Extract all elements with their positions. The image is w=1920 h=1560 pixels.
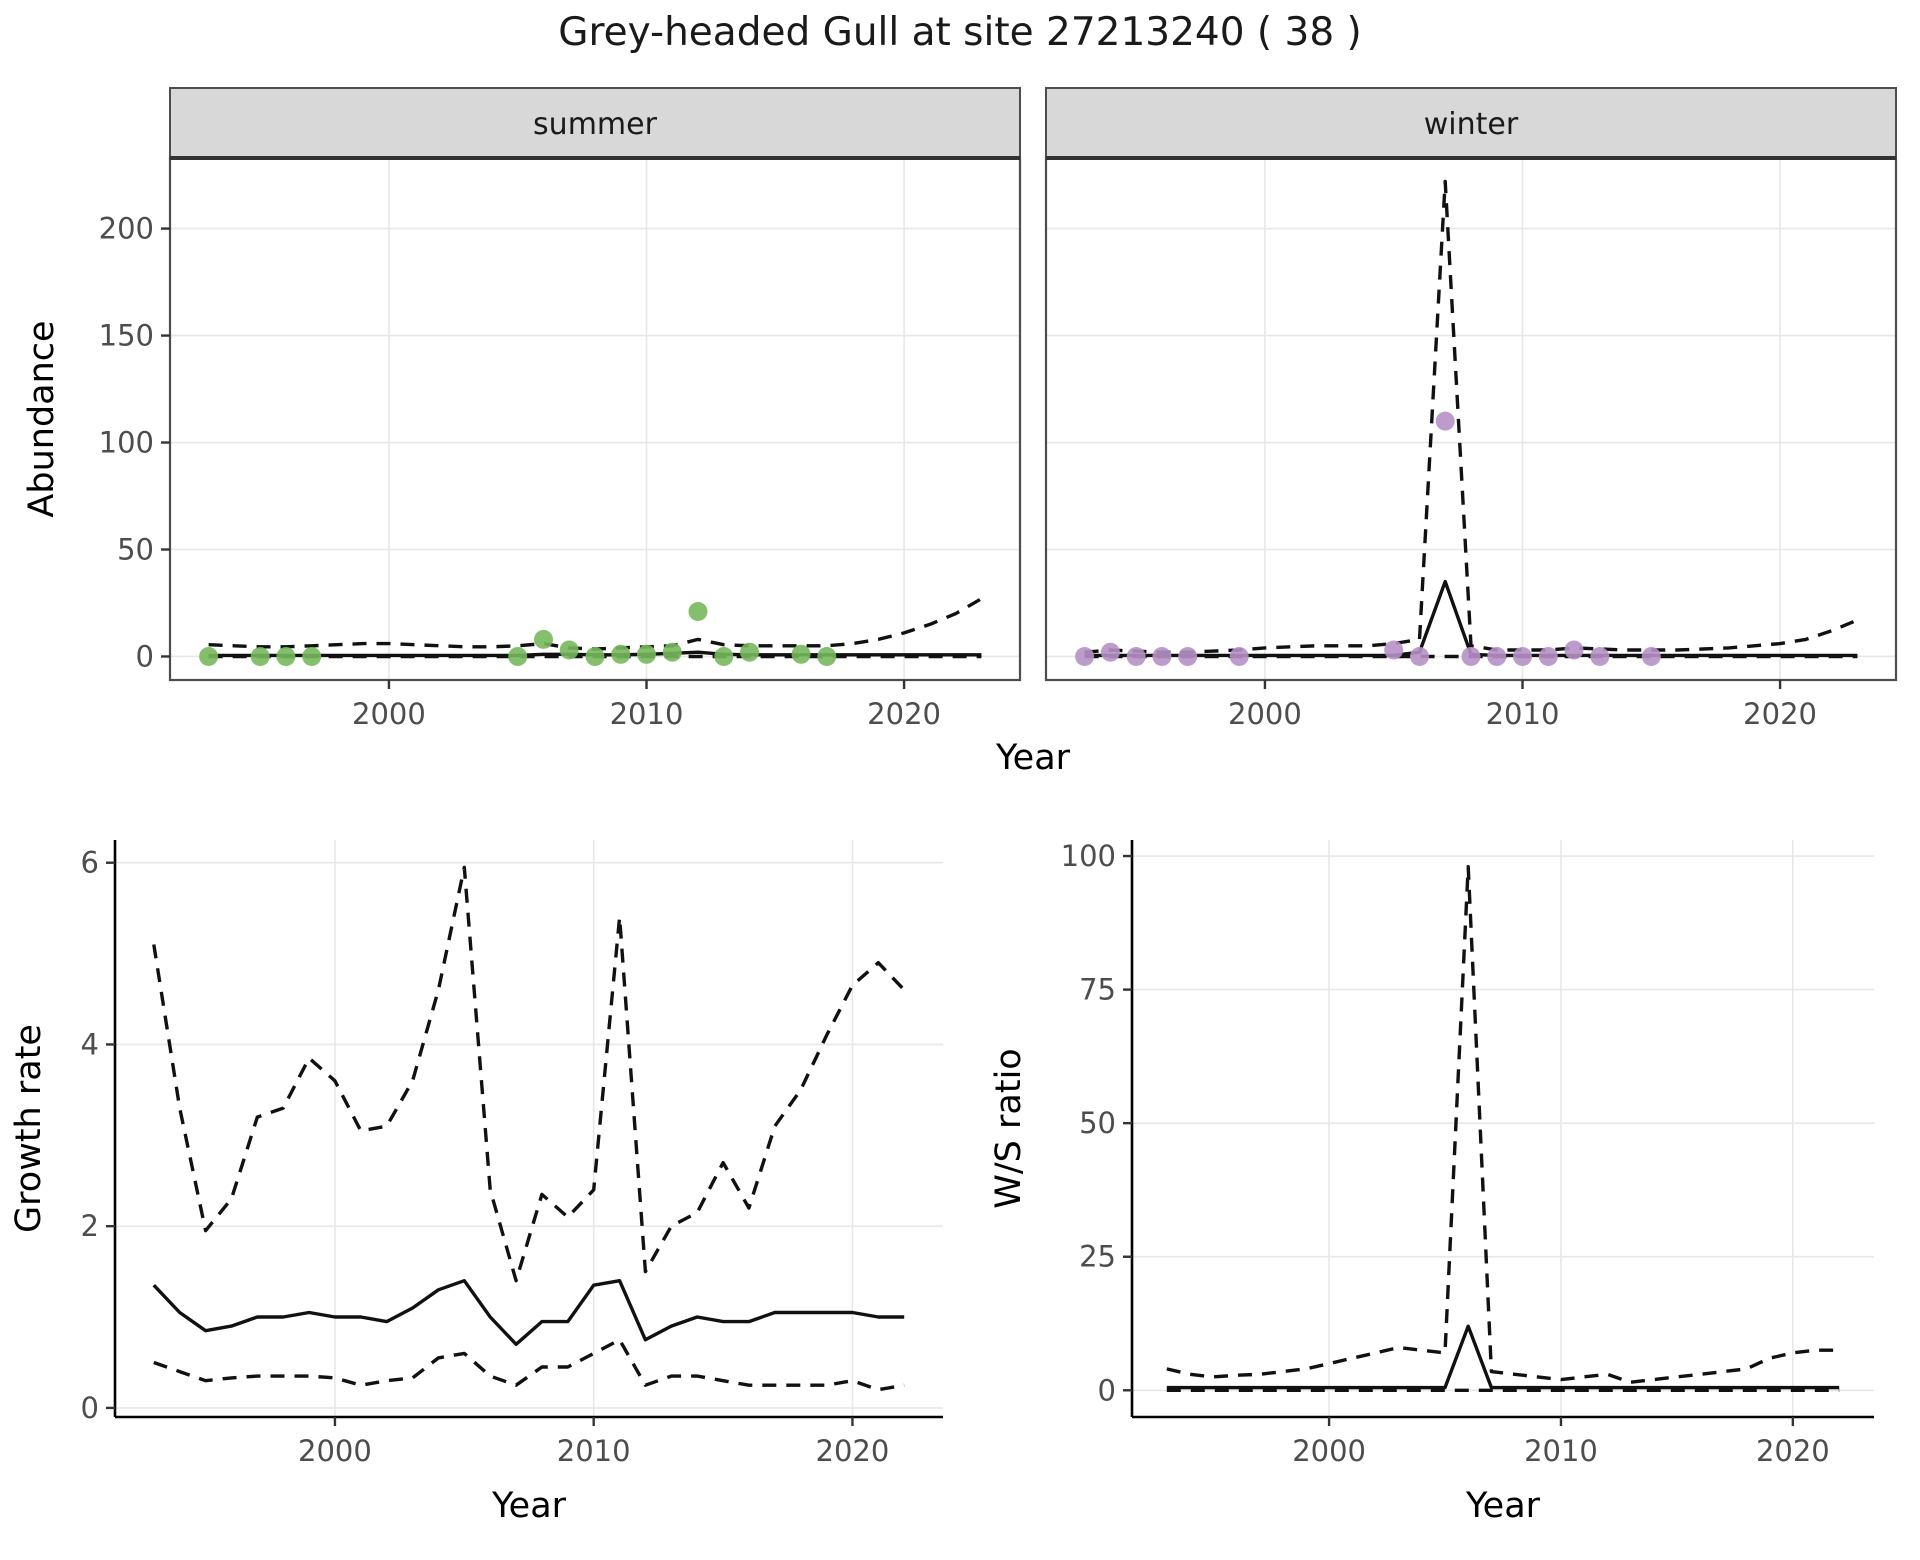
figure-title: Grey-headed Gull at site 27213240 ( 38 ) (558, 10, 1362, 55)
svg-text:winter: winter (1424, 107, 1519, 142)
svg-text:150: 150 (99, 319, 154, 353)
svg-text:W/S ratio: W/S ratio (989, 1048, 1029, 1208)
svg-text:2020: 2020 (816, 1434, 890, 1468)
svg-text:Year: Year (491, 1486, 567, 1526)
svg-text:100: 100 (1061, 839, 1116, 873)
svg-text:2020: 2020 (1743, 697, 1817, 731)
svg-text:2020: 2020 (867, 697, 941, 731)
svg-text:0: 0 (1098, 1373, 1116, 1407)
svg-text:2000: 2000 (1292, 1434, 1366, 1468)
abundance-winter-chart: winter 2000 2010 2020 (1044, 87, 1898, 731)
svg-text:Growth rate: Growth rate (9, 1024, 49, 1233)
svg-text:0: 0 (136, 639, 154, 673)
svg-text:2010: 2010 (557, 1434, 631, 1468)
svg-text:50: 50 (1079, 1106, 1116, 1140)
svg-text:25: 25 (1079, 1240, 1116, 1274)
svg-text:2010: 2010 (610, 697, 684, 731)
svg-text:2020: 2020 (1756, 1434, 1830, 1468)
svg-text:2010: 2010 (1524, 1434, 1598, 1468)
svg-text:0: 0 (81, 1391, 99, 1425)
growth-rate-chart: 2000 2010 2020 0 2 4 6 Year Growth rate (9, 840, 943, 1526)
svg-text:6: 6 (81, 846, 99, 880)
svg-text:2000: 2000 (298, 1434, 372, 1468)
svg-text:2000: 2000 (1228, 697, 1302, 731)
svg-text:75: 75 (1079, 973, 1116, 1007)
svg-text:2: 2 (81, 1209, 99, 1243)
ws-ratio-chart: 2000 2010 2020 0 25 50 75 100 Year W/S ratio (989, 839, 1874, 1526)
svg-text:2000: 2000 (352, 697, 426, 731)
abundance-summer-chart: summer 2000 2010 2020 0 50 100 150 200 (99, 87, 1022, 731)
svg-text:2010: 2010 (1486, 697, 1560, 731)
top-x-axis-label: Year (995, 738, 1071, 778)
svg-text:100: 100 (99, 426, 154, 460)
svg-text:200: 200 (99, 212, 154, 246)
svg-text:50: 50 (117, 533, 154, 567)
svg-text:summer: summer (533, 107, 658, 142)
svg-text:4: 4 (81, 1027, 99, 1061)
svg-text:Year: Year (1465, 1486, 1541, 1526)
